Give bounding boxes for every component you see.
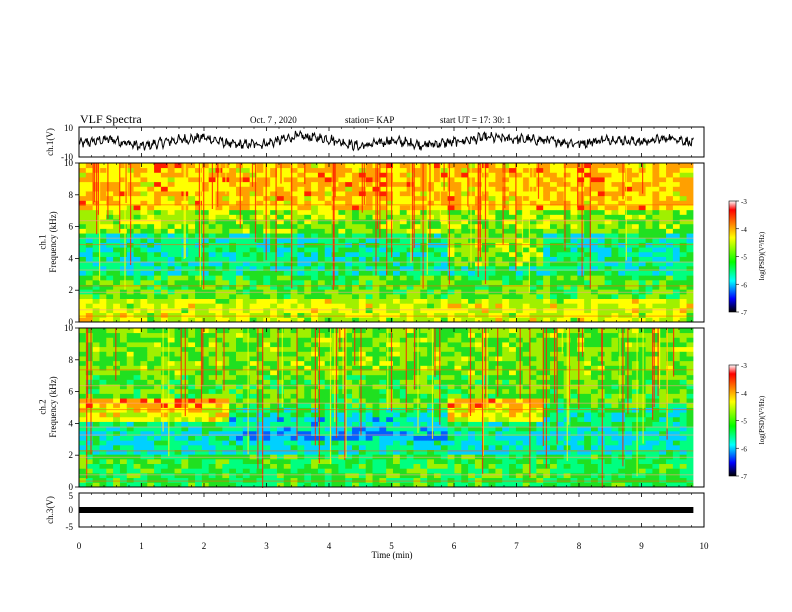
spectrogram-ytick: 10 <box>64 323 74 333</box>
ch2-spectrogram-channel: ch.2Frequency (kHz) <box>37 376 58 437</box>
colorbar-tick: -4 <box>741 390 747 398</box>
ch3-waveform-ylabel: ch.3(V) <box>45 496 55 524</box>
x-tick-label: 4 <box>327 541 332 551</box>
ch1-colorbar-label: log(PSD)(V²/Hz) <box>758 231 766 280</box>
ch1-spectrogram-panel: 0 2 4 6 8 10 ch.1Frequency (kHz) <box>37 158 705 327</box>
colorbar-tick: -6 <box>741 281 747 289</box>
spectrogram-ytick: 10 <box>64 158 74 168</box>
spectrogram-ytick: 4 <box>69 418 74 428</box>
colorbar-tick: -5 <box>741 418 747 426</box>
x-tick-label: 0 <box>77 541 82 551</box>
spectrogram-ytick: 0 <box>69 482 74 492</box>
spectrogram-ytick: 4 <box>69 253 74 263</box>
x-tick-label: 6 <box>452 541 457 551</box>
spectrogram-ytick: 8 <box>69 355 74 365</box>
spectrogram-ytick: 0 <box>69 317 74 327</box>
x-tick-label: 8 <box>577 541 582 551</box>
spectrogram-ytick: 6 <box>69 387 74 397</box>
x-tick-label: 5 <box>389 541 394 551</box>
ch2-spectrogram-heatmap <box>79 328 704 488</box>
spectrogram-ytick: 8 <box>69 190 74 200</box>
x-tick-label: 10 <box>700 541 710 551</box>
ch2-colorbar: -3 -4 -5 -6 -7 log(PSD)(V²/Hz) <box>728 362 766 481</box>
ch1-spectrogram-channel: ch.1Frequency (kHz) <box>37 211 58 272</box>
x-tick-label: 2 <box>202 541 207 551</box>
ch3-ytick-mid: 0 <box>69 505 74 515</box>
x-tick-label: 7 <box>514 541 519 551</box>
ch1-waveform-ylabel: ch.1(V) <box>45 128 55 156</box>
ch3-waveform-line <box>79 507 694 513</box>
x-tick-label: 9 <box>639 541 644 551</box>
ch1-waveform-panel: 10 -10 ch.1(V) <box>45 123 705 162</box>
ch2-colorbar-label: log(PSD)(V²/Hz) <box>758 395 766 444</box>
ch3-ytick-top: 5 <box>69 491 74 501</box>
ch1-ytick-bottom: -10 <box>61 152 73 162</box>
figure-title: VLF Spectra <box>80 112 142 126</box>
spectrogram-ytick: 2 <box>69 285 74 295</box>
start-time-label: start UT = 17: 30: 1 <box>440 115 511 125</box>
colorbar-tick: -4 <box>741 226 747 234</box>
spectrogram-ytick: 6 <box>69 222 74 232</box>
x-tick-label: 1 <box>139 541 144 551</box>
colorbar-tick: -6 <box>741 445 747 453</box>
colorbar-tick: -3 <box>741 362 747 370</box>
station-label: station= KAP <box>345 115 394 125</box>
date-label: Oct. 7 , 2020 <box>250 115 297 125</box>
ch3-ytick-bottom: -5 <box>66 522 74 532</box>
ch3-waveform-panel: 5 0 -5 ch.3(V) 0 1 2 3 4 5 6 7 8 9 10 Time (min) <box>45 127 709 560</box>
ch1-ytick-top: 10 <box>64 123 74 133</box>
colorbar-tick: -3 <box>741 198 747 206</box>
colorbar-tick: -5 <box>741 254 747 262</box>
ch1-spectrogram-heatmap <box>79 163 704 323</box>
spectrogram-ytick: 2 <box>69 450 74 460</box>
colorbar-tick: -7 <box>741 473 747 481</box>
ch1-waveform-line <box>78 129 694 152</box>
colorbar-tick: -7 <box>741 309 747 317</box>
x-axis-label: Time (min) <box>372 550 413 560</box>
ch1-colorbar: -3 -4 -5 -6 -7 log(PSD)(V²/Hz) <box>728 198 766 317</box>
ch2-spectrogram-panel: 0 2 4 6 8 10 ch.2Frequency (kHz) <box>37 323 705 492</box>
x-tick-label: 3 <box>264 541 269 551</box>
